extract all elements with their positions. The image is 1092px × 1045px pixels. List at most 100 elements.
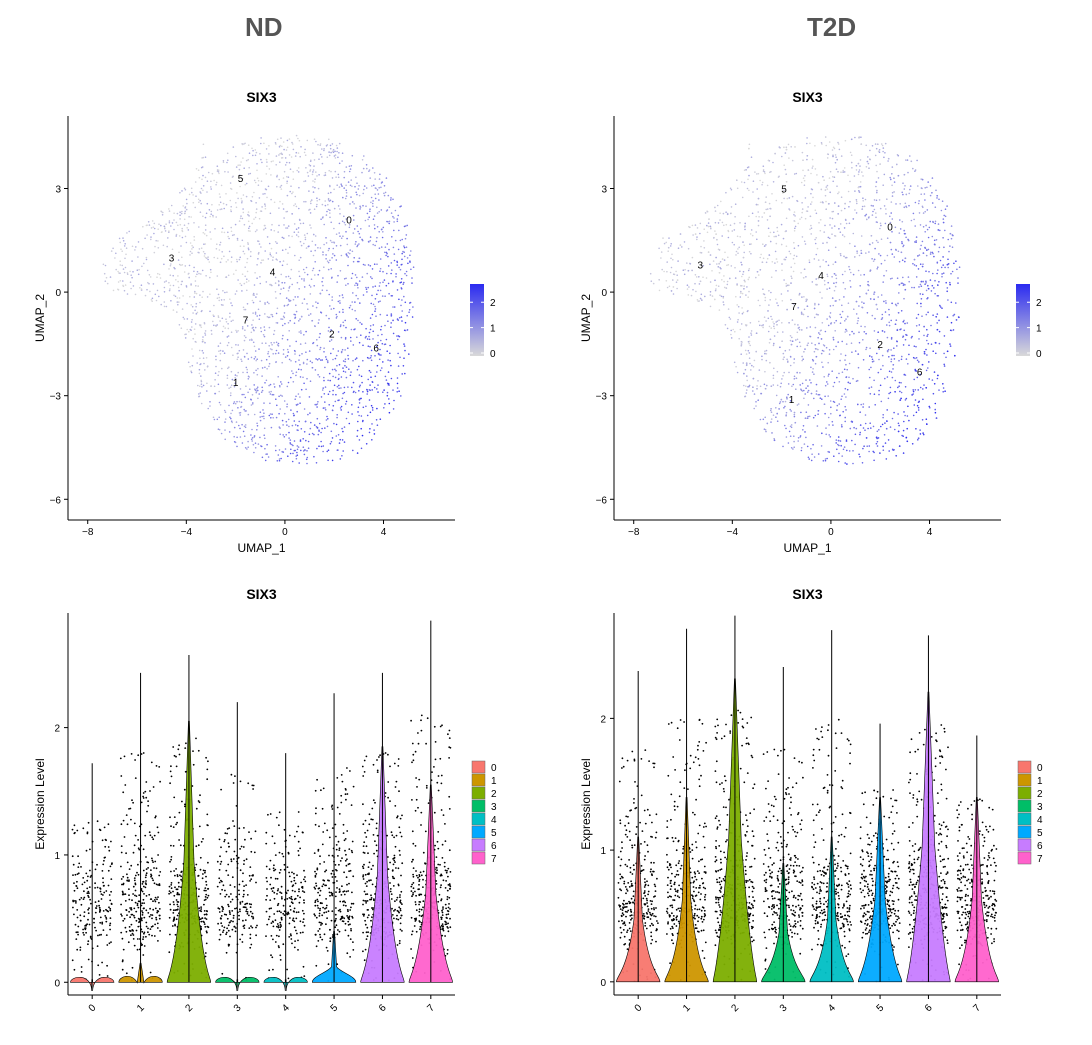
umap-point: [264, 224, 266, 227]
umap-point: [247, 230, 250, 232]
umap-point: [932, 272, 934, 275]
umap-point: [304, 148, 306, 151]
umap-point: [802, 169, 804, 172]
umap-point: [270, 174, 272, 176]
umap-point: [309, 212, 312, 214]
umap-point: [227, 341, 230, 344]
umap-point: [189, 242, 192, 244]
umap-point: [145, 258, 148, 261]
umap-point: [714, 221, 717, 224]
cluster-label: 6: [917, 368, 923, 379]
umap-point: [669, 271, 672, 274]
umap-point: [884, 377, 886, 380]
umap-point: [817, 181, 820, 184]
umap-point: [891, 302, 893, 305]
umap-point: [838, 148, 841, 151]
umap-point: [122, 280, 124, 282]
umap-point: [251, 196, 254, 198]
umap-point: [331, 296, 334, 298]
umap-point: [287, 225, 290, 227]
umap-point: [343, 441, 346, 443]
umap-point: [746, 166, 749, 169]
umap-point: [888, 356, 890, 358]
umap-point: [184, 337, 187, 339]
umap-point: [848, 376, 850, 379]
umap-point: [815, 383, 818, 386]
umap-point: [943, 363, 945, 366]
umap-point: [316, 344, 319, 347]
umap-point: [922, 293, 924, 296]
umap-point: [390, 322, 393, 324]
umap-point: [837, 436, 840, 438]
umap-point: [321, 203, 324, 206]
umap-point: [742, 256, 745, 259]
umap-point: [297, 446, 300, 448]
umap-point: [350, 179, 353, 181]
umap-point: [799, 384, 801, 386]
umap-point: [788, 250, 791, 253]
umap-point: [748, 340, 751, 343]
umap-point: [781, 184, 784, 187]
umap-point: [281, 324, 284, 327]
umap-point: [787, 143, 790, 146]
umap-point: [396, 218, 399, 220]
umap-point: [914, 169, 917, 171]
umap-point: [895, 203, 897, 205]
umap-point: [915, 325, 918, 327]
umap-point: [769, 409, 772, 412]
umap-point: [757, 224, 760, 227]
umap-point: [663, 270, 665, 273]
umap-point: [148, 274, 151, 276]
umap-point: [934, 408, 936, 411]
umap-point: [730, 329, 732, 332]
umap-point: [358, 280, 361, 282]
umap-point: [259, 282, 262, 285]
umap-point: [740, 181, 743, 183]
umap-point: [789, 364, 792, 367]
violin-point: [99, 921, 102, 924]
umap-point: [366, 291, 368, 293]
umap-point: [371, 277, 373, 280]
violin-point: [89, 869, 91, 872]
umap-point: [923, 351, 926, 353]
umap-point: [236, 260, 238, 263]
umap-point: [833, 322, 836, 324]
umap-point: [178, 324, 181, 326]
umap-point: [184, 265, 187, 267]
umap-point: [699, 280, 702, 283]
umap-point: [277, 342, 280, 345]
umap-point: [327, 197, 330, 200]
umap-point: [845, 409, 847, 411]
umap-point: [297, 137, 299, 140]
colorbar-label: 1: [490, 324, 496, 335]
umap-point: [949, 345, 952, 347]
umap-point: [404, 225, 407, 227]
umap-point: [877, 143, 879, 145]
umap-point: [268, 345, 271, 347]
umap-point: [168, 289, 171, 292]
umap-point: [696, 238, 698, 241]
violin-point: [94, 911, 97, 914]
umap-point: [748, 143, 751, 146]
umap-point: [784, 400, 787, 403]
umap-point: [321, 359, 324, 361]
umap-point: [329, 340, 331, 343]
umap-point: [264, 227, 267, 229]
umap-point: [817, 277, 820, 280]
umap-point: [293, 440, 296, 442]
umap-point: [915, 276, 918, 278]
umap-point: [894, 428, 896, 431]
umap-point: [165, 305, 168, 308]
umap-point: [785, 230, 787, 232]
umap-point: [306, 273, 309, 276]
umap-point: [321, 156, 323, 158]
umap-point: [751, 212, 754, 215]
umap-point: [191, 252, 193, 254]
umap-point: [660, 257, 662, 259]
umap-point: [751, 234, 754, 237]
colorbar-label: 0: [1036, 349, 1042, 360]
umap-point: [821, 398, 823, 401]
umap-point: [671, 253, 673, 256]
umap-point: [756, 271, 759, 273]
umap-point: [261, 259, 263, 261]
